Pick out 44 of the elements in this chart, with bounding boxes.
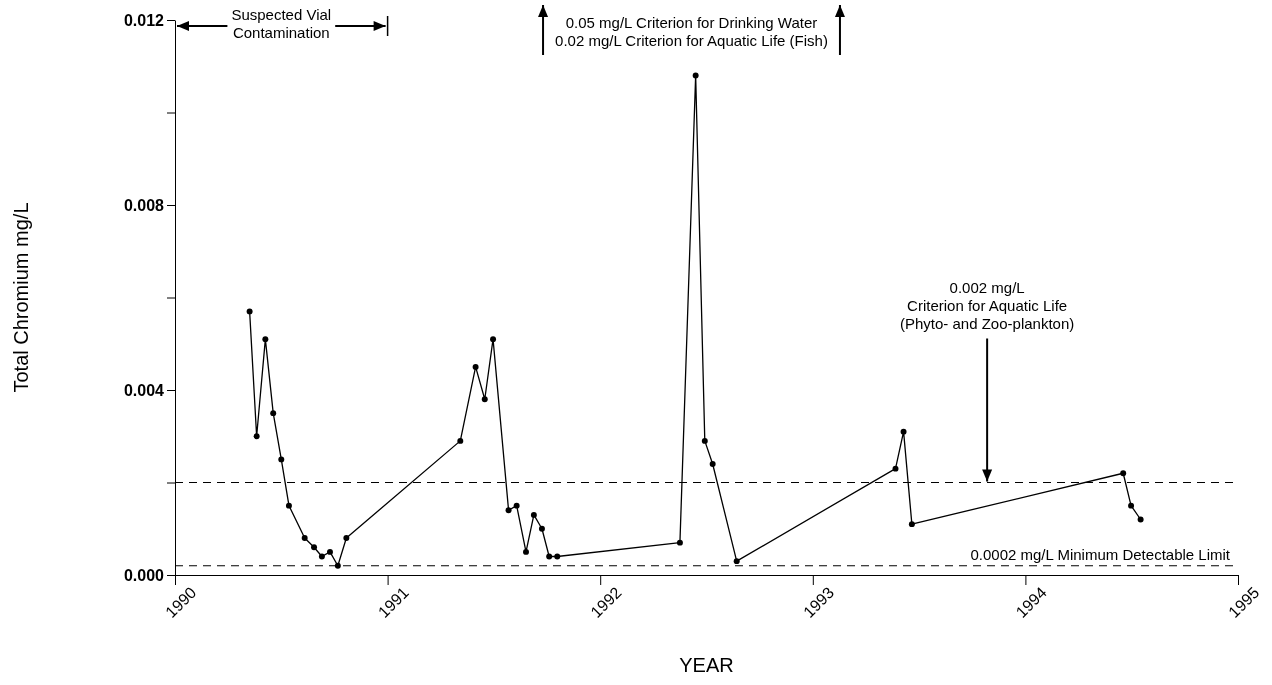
point [692, 72, 699, 79]
point [900, 428, 907, 435]
y-tick-label: 0.000 [123, 566, 165, 584]
point [301, 535, 308, 541]
y-tick-label: 0.012 [123, 11, 165, 29]
y-tick-label: 0.008 [123, 196, 165, 214]
point [908, 521, 915, 528]
point [709, 461, 716, 467]
point [285, 502, 292, 509]
point [701, 437, 708, 444]
point [472, 363, 479, 370]
point [490, 336, 497, 343]
x-axis-title: YEAR [679, 654, 734, 676]
point [676, 539, 683, 546]
point [327, 548, 333, 555]
y-axis-title: Total Chromium mg/L [10, 202, 32, 393]
point [246, 308, 253, 315]
point [318, 553, 325, 560]
point [1120, 470, 1127, 477]
point [311, 544, 318, 551]
ref-line-label: 0.0002 mg/L Minimum Detectable Limit [970, 545, 1231, 563]
y-tick-label: 0.004 [123, 381, 165, 399]
point [523, 548, 529, 555]
point [554, 553, 561, 560]
point [334, 562, 341, 569]
point [733, 558, 740, 565]
point [530, 511, 537, 518]
point [270, 410, 277, 417]
annotation: 0.002 mg/L Criterion for Aquatic Life (Phyto- and Zoo-plankton) [900, 278, 1075, 332]
point [481, 396, 488, 403]
point [505, 507, 512, 514]
point [538, 525, 545, 532]
point [1137, 516, 1144, 523]
annotation: Suspected Vial Contamination [231, 6, 332, 41]
point [1128, 502, 1135, 509]
point [253, 433, 260, 440]
point [457, 437, 464, 444]
point [892, 465, 899, 472]
point [343, 535, 350, 541]
point [546, 553, 553, 560]
annotation: 0.05 mg/L Criterion for Drinking Water 0.02 mg/L Criterion for Aquatic Life (Fish) [555, 14, 828, 49]
point [513, 502, 520, 509]
point [262, 336, 269, 343]
point [278, 456, 285, 463]
